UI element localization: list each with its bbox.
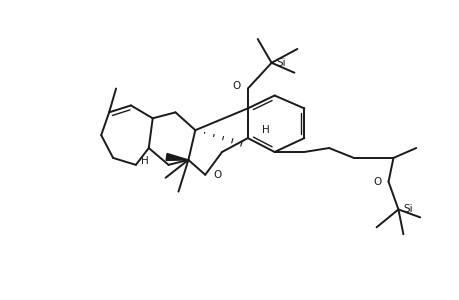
Text: Si: Si xyxy=(403,204,412,214)
Text: O: O xyxy=(232,81,241,91)
Text: O: O xyxy=(213,170,221,180)
Text: Si: Si xyxy=(276,58,285,68)
Polygon shape xyxy=(166,154,188,160)
Text: H: H xyxy=(261,125,269,135)
Text: H: H xyxy=(141,156,148,166)
Text: O: O xyxy=(373,177,381,187)
